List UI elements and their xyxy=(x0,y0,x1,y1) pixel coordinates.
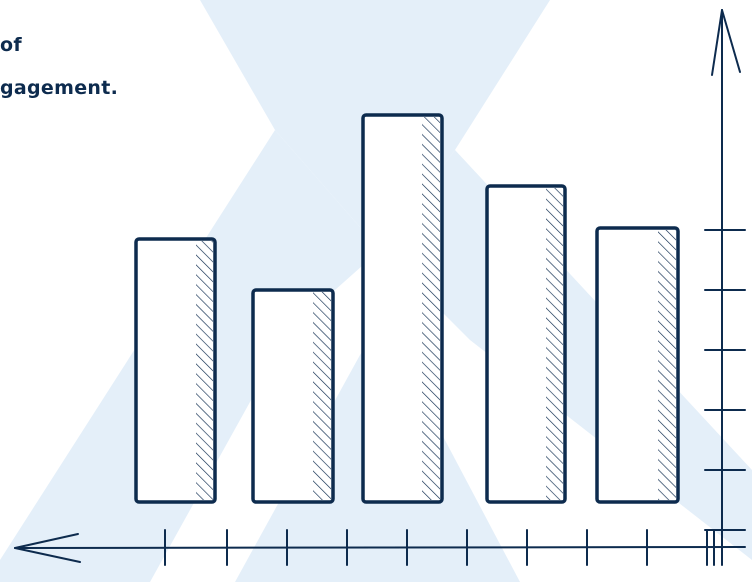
text-line: of xyxy=(0,34,22,56)
text-line: gagement. xyxy=(0,77,119,99)
axes xyxy=(14,9,746,566)
bars xyxy=(134,113,680,504)
